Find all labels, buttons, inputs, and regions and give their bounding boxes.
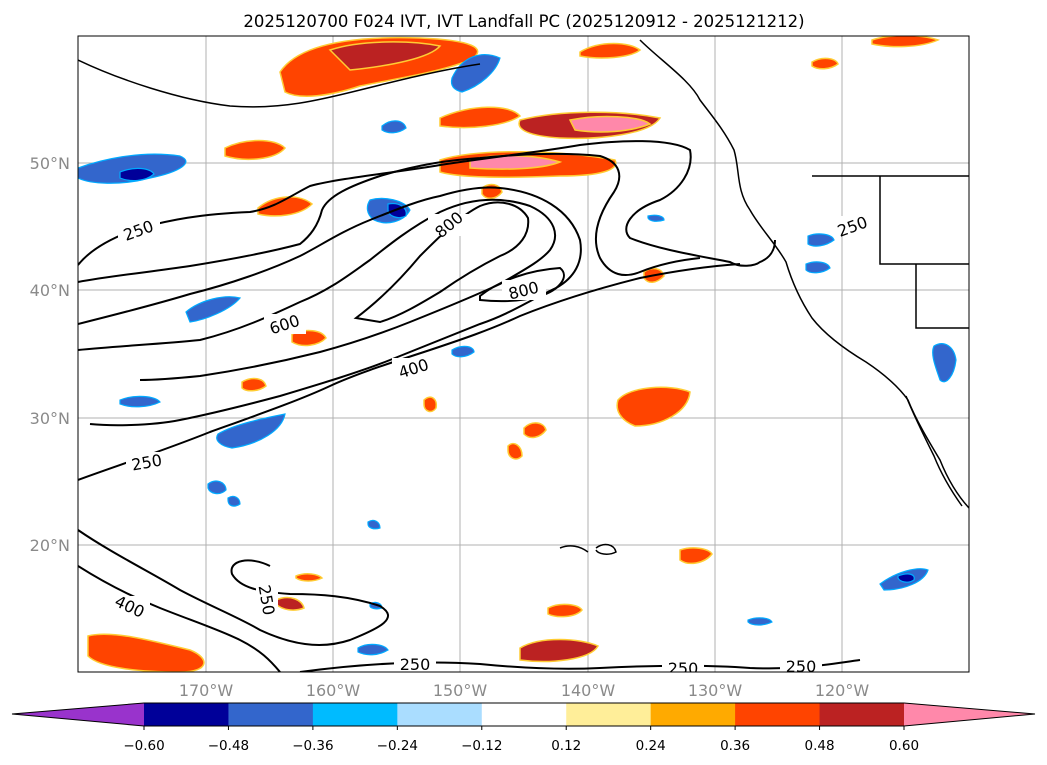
contour-label: 250: [786, 657, 817, 676]
contour-400-sw: [78, 565, 281, 672]
lat-label: 30°N: [30, 409, 70, 428]
state-border: [879, 176, 969, 265]
pc-blob: [616, 386, 691, 427]
pc-blob: [932, 343, 957, 383]
colorbar-tick-label: −0.60: [123, 738, 164, 754]
colorbar-swatch: [566, 703, 652, 726]
colorbar-tick-label: 0.24: [636, 738, 666, 754]
colorbar-ticks: −0.60 −0.48 −0.36 −0.24 −0.12 0.12 0.24 0.36 0.4…: [123, 726, 919, 754]
map-panel: 250 250 250 250 250 250 250 400 400 600 …: [78, 36, 969, 678]
pc-blob: [568, 115, 652, 133]
colorbar-swatch: [650, 703, 736, 726]
alaska-coast: [78, 59, 481, 108]
colorbar-outline: [11, 702, 1036, 727]
pc-blob: [367, 519, 381, 530]
contour-250-sw: [78, 529, 389, 646]
pc-blob: [450, 54, 501, 93]
colorbar-extend-max: [904, 703, 1035, 726]
pc-blob: [807, 233, 835, 247]
pc-blob: [119, 167, 155, 182]
lon-label: 120°W: [815, 681, 870, 700]
pc-blob: [224, 139, 287, 161]
colorbar-extend-min: [12, 703, 144, 726]
contour-labels: 250 250 250 250 250 250 250 400 400 600 …: [108, 208, 874, 678]
contour-800-b: [479, 266, 565, 303]
coastlines: [78, 39, 969, 555]
contour-250-south: [78, 263, 741, 481]
map-frame: [77, 35, 970, 673]
pc-blob: [423, 396, 438, 413]
contour-label: 250: [668, 659, 699, 678]
longitude-labels: 170°W 160°W 150°W 140°W 130°W 120°W: [179, 681, 870, 700]
pc-blob: [439, 106, 522, 129]
colorbar-swatch: [819, 703, 905, 726]
positive-pc-regions: [87, 36, 941, 672]
pc-blob: [579, 42, 642, 59]
lat-label: 20°N: [30, 536, 70, 555]
pc-blob: [747, 617, 773, 626]
baja-california: [905, 395, 963, 507]
colorbar: −0.60 −0.48 −0.36 −0.24 −0.12 0.12 0.24 0.36 0.4…: [11, 702, 1036, 754]
colorbar-swatch: [481, 703, 567, 726]
lon-label: 150°W: [433, 681, 488, 700]
pc-blob: [547, 603, 583, 618]
pc-blob: [207, 480, 227, 495]
colorbar-swatches: [12, 703, 1035, 726]
pc-blob: [328, 41, 442, 71]
pc-blob: [381, 120, 407, 134]
hawaiian-islands: [559, 543, 617, 555]
colorbar-tick-label: −0.36: [292, 738, 333, 754]
lon-label: 130°W: [688, 681, 743, 700]
pc-blob: [679, 547, 713, 565]
pc-blob: [897, 573, 915, 583]
colorbar-swatch: [397, 703, 483, 726]
pc-blob: [275, 596, 305, 611]
figure-title: 2025120700 F024 IVT, IVT Landfall PC (20…: [243, 12, 804, 31]
pc-blob: [241, 377, 267, 392]
state-border: [915, 264, 969, 329]
lat-label: 40°N: [30, 281, 70, 300]
colorbar-tick-label: 0.60: [889, 738, 919, 754]
colorbar-tick-label: −0.24: [377, 738, 418, 754]
lon-label: 160°W: [306, 681, 361, 700]
pc-blob: [216, 413, 286, 449]
contour-250-mid: [78, 152, 701, 283]
colorbar-tick-label: 0.12: [551, 738, 581, 754]
pc-blob: [295, 573, 324, 582]
colorbar-tick-label: −0.12: [461, 738, 502, 754]
contour-800-a: [353, 201, 530, 324]
pc-blob: [647, 214, 665, 222]
colorbar-tick-label: −0.48: [208, 738, 249, 754]
north-american-coast: [639, 39, 969, 509]
pc-blob: [811, 57, 839, 70]
pc-blob: [119, 395, 161, 408]
ivt-contours: [78, 140, 861, 672]
contour-400: [78, 186, 582, 427]
contour-label: 250: [400, 655, 431, 674]
colorbar-tick-label: 0.48: [805, 738, 835, 754]
lon-label: 140°W: [561, 681, 616, 700]
pc-blob: [227, 495, 241, 507]
colorbar-swatch: [735, 703, 821, 726]
pc-blob: [185, 296, 242, 323]
graticule: [78, 36, 969, 672]
lon-label: 170°W: [179, 681, 234, 700]
pc-blob: [451, 345, 475, 358]
colorbar-swatch: [228, 703, 314, 726]
negative-pc-regions: [78, 54, 957, 656]
pc-blob: [507, 442, 523, 460]
lat-label: 50°N: [30, 154, 70, 173]
latitude-labels: 50°N 40°N 30°N 20°N: [30, 154, 70, 555]
pc-blob: [87, 633, 205, 672]
pc-blob: [519, 638, 600, 663]
pc-blob: [805, 261, 831, 274]
pc-blob: [257, 196, 314, 217]
colorbar-swatch: [144, 703, 229, 726]
pc-blob: [357, 643, 389, 656]
contour-250-north: [78, 140, 776, 267]
colorbar-tick-label: 0.36: [720, 738, 750, 754]
colorbar-swatch: [312, 703, 398, 726]
pc-blob: [523, 422, 547, 439]
